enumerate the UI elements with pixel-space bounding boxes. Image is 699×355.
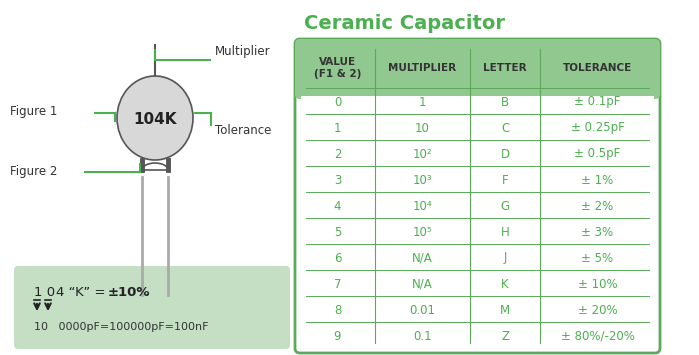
Text: ± 0.25pF: ± 0.25pF xyxy=(570,121,624,135)
Text: 10²: 10² xyxy=(412,147,432,160)
Text: ± 0.5pF: ± 0.5pF xyxy=(575,147,621,160)
Text: 7: 7 xyxy=(333,278,341,290)
FancyBboxPatch shape xyxy=(295,39,660,99)
Text: Z: Z xyxy=(501,329,509,343)
Text: 3: 3 xyxy=(334,174,341,186)
Text: 8: 8 xyxy=(334,304,341,317)
FancyBboxPatch shape xyxy=(295,39,660,353)
Text: D: D xyxy=(500,147,510,160)
Text: C: C xyxy=(501,121,509,135)
Text: ± 80%/-20%: ± 80%/-20% xyxy=(561,329,635,343)
Bar xyxy=(301,218,654,244)
Text: H: H xyxy=(500,225,510,239)
Text: 4 “K” =: 4 “K” = xyxy=(56,286,110,299)
Text: 1: 1 xyxy=(333,121,341,135)
Text: Tolerance: Tolerance xyxy=(215,125,271,137)
Text: 1: 1 xyxy=(419,95,426,109)
Text: ± 3%: ± 3% xyxy=(582,225,614,239)
Text: K: K xyxy=(501,278,509,290)
Text: Multiplier: Multiplier xyxy=(215,45,271,58)
Text: ± 10%: ± 10% xyxy=(577,278,617,290)
Bar xyxy=(300,86,655,96)
Text: 9: 9 xyxy=(333,329,341,343)
Text: 10⁴: 10⁴ xyxy=(412,200,432,213)
Text: 1 0: 1 0 xyxy=(34,286,55,299)
Text: 10   0000pF=100000pF=100nF: 10 0000pF=100000pF=100nF xyxy=(34,322,208,332)
Bar xyxy=(301,88,654,114)
Text: B: B xyxy=(501,95,509,109)
Text: M: M xyxy=(500,304,510,317)
Text: 5: 5 xyxy=(334,225,341,239)
Text: Figure 2: Figure 2 xyxy=(10,165,57,179)
Text: N/A: N/A xyxy=(412,278,433,290)
Text: ±10%: ±10% xyxy=(108,286,150,299)
Text: 4: 4 xyxy=(333,200,341,213)
Text: Figure 1: Figure 1 xyxy=(10,105,57,119)
Text: TOLERANCE: TOLERANCE xyxy=(563,63,632,73)
Bar xyxy=(301,270,654,296)
Bar xyxy=(301,140,654,166)
Bar xyxy=(301,114,654,140)
Text: N/A: N/A xyxy=(412,251,433,264)
Bar xyxy=(301,166,654,192)
Bar xyxy=(301,322,654,348)
Text: 6: 6 xyxy=(333,251,341,264)
FancyBboxPatch shape xyxy=(14,266,290,349)
Text: 10: 10 xyxy=(415,121,430,135)
Text: 10⁵: 10⁵ xyxy=(412,225,432,239)
Text: F: F xyxy=(502,174,508,186)
Bar xyxy=(301,244,654,270)
Text: ± 5%: ± 5% xyxy=(582,251,614,264)
Text: 10³: 10³ xyxy=(412,174,432,186)
Text: G: G xyxy=(500,200,510,213)
Text: ± 2%: ± 2% xyxy=(582,200,614,213)
Text: J: J xyxy=(503,251,507,264)
Ellipse shape xyxy=(117,76,193,160)
Text: 0.01: 0.01 xyxy=(410,304,435,317)
Bar xyxy=(301,192,654,218)
Text: ± 1%: ± 1% xyxy=(582,174,614,186)
Text: LETTER: LETTER xyxy=(483,63,527,73)
Text: 0: 0 xyxy=(334,95,341,109)
Text: 2: 2 xyxy=(333,147,341,160)
Text: 0.1: 0.1 xyxy=(413,329,432,343)
Text: ± 0.1pF: ± 0.1pF xyxy=(575,95,621,109)
Text: ± 20%: ± 20% xyxy=(577,304,617,317)
Text: VALUE
(F1 & 2): VALUE (F1 & 2) xyxy=(314,57,361,79)
Text: MULTIPLIER: MULTIPLIER xyxy=(389,63,456,73)
Text: Ceramic Capacitor: Ceramic Capacitor xyxy=(304,14,505,33)
Bar xyxy=(301,296,654,322)
Text: 104K: 104K xyxy=(134,111,177,126)
